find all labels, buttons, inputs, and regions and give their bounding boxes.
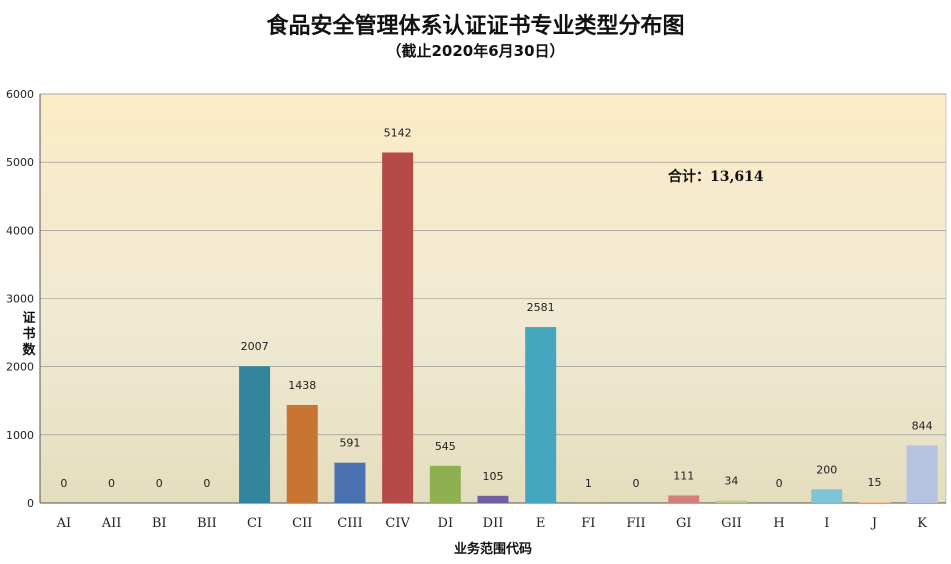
x-tick-label: FII <box>626 516 645 531</box>
x-tick-label: BII <box>197 516 217 531</box>
bar-gi <box>668 495 700 503</box>
y-tick-label: 0 <box>27 497 34 510</box>
data-label: 0 <box>60 477 67 490</box>
x-tick-label: DII <box>483 516 504 531</box>
x-tick-label: K <box>917 516 927 531</box>
bar-e <box>525 327 557 503</box>
y-tick-label: 5000 <box>6 156 34 169</box>
data-label: 844 <box>912 419 933 432</box>
data-label: 15 <box>867 476 881 489</box>
x-tick-label: GII <box>721 516 742 531</box>
chart-title: 食品安全管理体系认证证书专业类型分布图 <box>266 14 685 39</box>
y-tick-label: 4000 <box>6 224 34 237</box>
chart-subtitle: （截止2020年6月30日） <box>386 42 565 60</box>
bar-dii <box>477 495 509 503</box>
data-label: 111 <box>673 469 694 482</box>
data-label: 105 <box>483 470 504 483</box>
bar-civ <box>382 152 414 503</box>
data-label: 0 <box>108 477 115 490</box>
bar-cii <box>286 404 318 503</box>
x-tick-label: DI <box>438 516 454 531</box>
x-tick-label: H <box>773 516 784 531</box>
data-label: 0 <box>776 477 783 490</box>
x-tick-label: AI <box>56 516 72 531</box>
data-label: 545 <box>435 440 456 453</box>
data-label: 2581 <box>527 301 555 314</box>
data-label: 2007 <box>241 340 269 353</box>
bar-di <box>429 465 461 503</box>
x-tick-label: E <box>536 516 546 531</box>
bar-k <box>906 445 938 503</box>
data-label: 1438 <box>288 379 316 392</box>
x-tick-label: CIV <box>385 516 410 531</box>
data-label: 34 <box>724 475 738 488</box>
x-tick-label: CII <box>292 516 312 531</box>
data-label: 591 <box>339 437 360 450</box>
y-tick-label: 1000 <box>6 429 34 442</box>
y-tick-label: 3000 <box>6 293 34 306</box>
data-label: 0 <box>156 477 163 490</box>
data-label: 1 <box>585 477 592 490</box>
data-label: 0 <box>633 477 640 490</box>
bar-ciii <box>334 462 366 503</box>
total-annotation: 合计：13,614 <box>668 168 764 185</box>
x-tick-label: J <box>870 516 877 531</box>
x-tick-label: CIII <box>337 516 362 531</box>
data-label: 0 <box>203 477 210 490</box>
x-tick-label: GI <box>676 516 692 531</box>
data-label: 5142 <box>384 126 412 139</box>
bar-ci <box>239 366 271 503</box>
x-tick-label: I <box>824 516 829 531</box>
y-tick-label: 2000 <box>6 361 34 374</box>
x-tick-label: CI <box>247 516 262 531</box>
bar-i <box>811 489 843 503</box>
x-tick-label: BI <box>152 516 167 531</box>
x-tick-label: AII <box>101 516 122 531</box>
y-tick-label: 6000 <box>6 88 34 101</box>
x-tick-label: FI <box>581 516 595 531</box>
bar-gii <box>715 500 747 503</box>
y-axis-title: 证书数 <box>22 311 36 358</box>
x-axis-title: 业务范围代码 <box>454 541 532 557</box>
bar-j <box>858 501 890 503</box>
data-label: 200 <box>816 463 837 476</box>
